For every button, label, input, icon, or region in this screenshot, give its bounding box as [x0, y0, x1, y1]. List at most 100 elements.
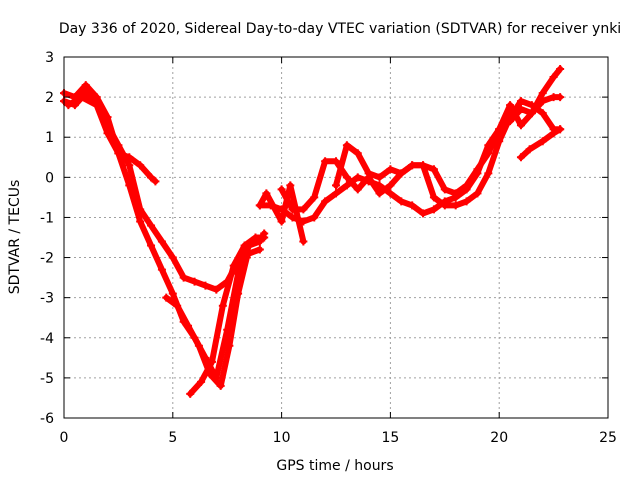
data-point-marker — [549, 129, 558, 138]
data-point-marker — [462, 181, 471, 190]
data-point-marker — [408, 161, 417, 170]
data-point-marker — [516, 97, 525, 106]
data-point-marker — [342, 141, 351, 150]
x-tick-label: 20 — [490, 430, 508, 446]
data-point-marker — [157, 265, 166, 274]
series-track-i — [255, 181, 308, 246]
data-point-marker — [197, 377, 206, 386]
data-point-marker — [525, 145, 534, 154]
data-point-marker — [234, 289, 243, 298]
data-point-marker — [299, 205, 308, 214]
data-point-marker — [136, 205, 145, 214]
data-point-marker — [353, 185, 362, 194]
series-line — [187, 234, 268, 397]
x-axis-label: GPS time / hours — [276, 458, 393, 474]
data-point-marker — [201, 281, 210, 290]
data-point-marker — [190, 277, 199, 286]
series-track-h — [332, 65, 565, 198]
data-point-marker — [516, 121, 525, 130]
data-point-marker — [136, 217, 145, 226]
y-tick-label: 2 — [45, 90, 54, 106]
y-tick-label: -6 — [40, 411, 54, 427]
data-point-marker — [310, 213, 319, 222]
data-point-marker — [440, 201, 449, 210]
data-point-marker — [419, 209, 428, 218]
plot-frame — [63, 56, 609, 419]
ticks-layer: 0 5 10 15 20 25 -6 -5 -4 -3 -2 -1 0 1 2 3 — [40, 50, 617, 446]
data-point-marker — [556, 65, 565, 74]
y-tick-label: 3 — [45, 50, 54, 66]
data-point-marker — [332, 189, 340, 198]
data-point-marker — [375, 173, 384, 182]
x-tick-label: 25 — [599, 430, 617, 446]
data-point-marker — [136, 161, 145, 170]
chart-title: Day 336 of 2020, Sidereal Day-to-day VTE… — [59, 21, 621, 37]
x-tick-label: 0 — [60, 430, 69, 446]
x-tick-label: 15 — [381, 430, 399, 446]
series-track-e — [186, 233, 269, 398]
y-tick-label: -1 — [40, 210, 54, 226]
series-track-f — [255, 93, 565, 226]
data-point-marker — [173, 301, 182, 310]
data-point-marker — [549, 73, 558, 82]
data-point-marker — [64, 101, 73, 110]
series-line — [333, 66, 564, 197]
data-point-marker — [429, 165, 438, 174]
data-point-marker — [538, 109, 547, 118]
data-point-marker — [277, 185, 286, 194]
data-point-marker — [527, 109, 536, 118]
data-point-marker — [353, 149, 362, 158]
data-point-marker — [440, 185, 449, 194]
data-point-marker — [451, 189, 460, 198]
data-point-marker — [556, 125, 565, 134]
y-tick-label: -4 — [40, 331, 54, 347]
data-point-marker — [429, 205, 438, 214]
data-point-marker — [397, 197, 406, 206]
data-point-marker — [342, 181, 351, 190]
data-point-marker — [147, 221, 156, 230]
data-point-marker — [92, 101, 101, 110]
data-point-marker — [157, 237, 166, 246]
data-point-marker — [260, 233, 269, 242]
data-point-marker — [216, 381, 225, 390]
data-point-marker — [168, 289, 177, 298]
data-point-marker — [462, 197, 471, 206]
data-point-marker — [451, 201, 460, 210]
data-point-marker — [186, 389, 195, 398]
data-point-marker — [168, 253, 177, 262]
data-point-marker — [225, 341, 234, 350]
data-point-marker — [240, 241, 249, 250]
data-point-marker — [408, 201, 417, 210]
series-track-c — [64, 93, 160, 186]
data-point-marker — [255, 201, 264, 210]
data-point-marker — [162, 293, 171, 302]
y-axis-label: SDTVAR / TECUs — [7, 180, 23, 295]
data-point-marker — [538, 137, 547, 146]
data-point-marker — [484, 169, 493, 178]
y-tick-label: 0 — [45, 170, 54, 186]
data-point-marker — [386, 189, 395, 198]
data-point-marker — [397, 169, 406, 178]
series-track-a — [60, 81, 269, 382]
data-point-marker — [147, 173, 156, 182]
data-point-marker — [229, 261, 238, 270]
data-point-marker — [419, 161, 428, 170]
data-point-marker — [473, 189, 482, 198]
data-point-marker — [473, 165, 482, 174]
data-point-marker — [342, 173, 351, 182]
data-point-marker — [114, 149, 123, 158]
y-tick-label: -2 — [40, 251, 54, 267]
data-point-marker — [212, 285, 221, 294]
data-point-marker — [506, 101, 515, 110]
data-point-marker — [147, 241, 156, 250]
data-point-marker — [262, 189, 271, 198]
data-point-marker — [375, 189, 384, 198]
data-point-marker — [81, 89, 90, 98]
data-point-marker — [353, 173, 362, 182]
data-point-marker — [516, 153, 525, 162]
data-point-marker — [429, 193, 438, 202]
data-point-marker — [495, 125, 504, 134]
data-point-marker — [251, 233, 260, 242]
